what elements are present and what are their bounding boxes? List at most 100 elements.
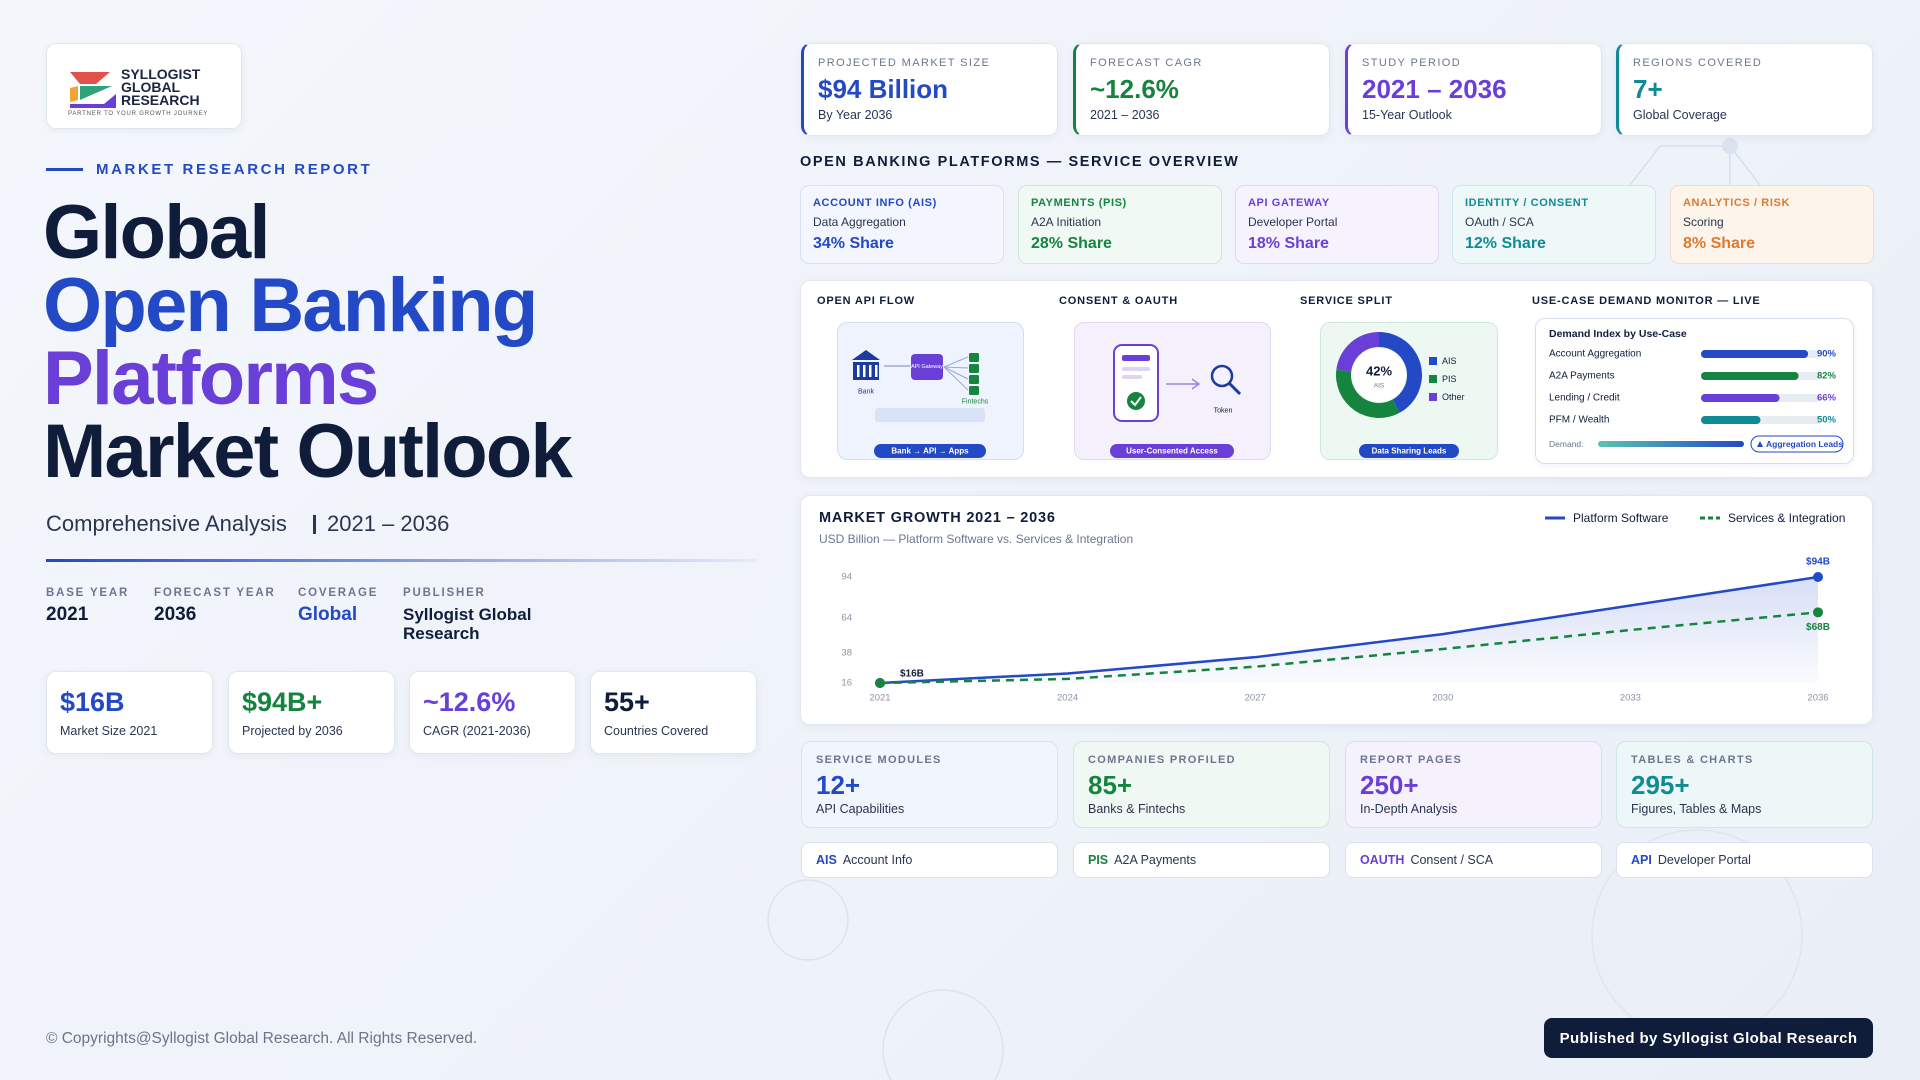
service-tag: IDENTITY / CONSENT [1465,197,1589,209]
module-label: TABLES & CHARTS [1631,754,1754,766]
module-value: 85+ [1088,770,1133,800]
module-value: 250+ [1360,770,1419,800]
module-note: Figures, Tables & Maps [1631,802,1762,816]
tag-text: Account Info [842,853,913,867]
module-card [801,741,1058,828]
title-line: Global [43,190,270,275]
service-share: 8% Share [1683,235,1756,252]
stat-card: $94B+ Projected by 2036 [228,671,395,754]
stat-label: Countries Covered [604,724,709,738]
service-tag: API GATEWAY [1248,197,1330,209]
meta-label: PUBLISHER [403,587,486,599]
tag: OAUTH Consent / SCA [1345,842,1602,878]
api-box [837,322,1024,460]
module-label: REPORT PAGES [1360,754,1463,766]
kpi-card: PROJECTED MARKET SIZE $94 Billion By Year … [801,43,1058,136]
module-label: SERVICE MODULES [816,754,942,766]
service-share: 18% Share [1248,235,1329,252]
publisher-button: Published by Syllogist Global Research [1544,1018,1873,1058]
stat-label: Market Size 2021 [60,724,158,738]
kpi-value: 7+ [1633,74,1663,104]
copyright: © Copyrights@Syllogist Global Research. … [46,1030,478,1047]
kpi-value: $94 Billion [818,74,949,104]
module-card [1345,741,1602,828]
kpi-card: FORECAST CAGR ~12.6% 2021 – 2036 [1073,43,1330,136]
period: 2021 – 2036 [327,511,450,536]
service-desc: Developer Portal [1248,215,1338,229]
kpi-value: ~12.6% [1090,74,1179,104]
kpi-note: 15-Year Outlook [1362,108,1452,122]
service-tag: PAYMENTS (PIS) [1031,197,1127,209]
service-share: 12% Share [1465,235,1546,252]
stat-value: $94B+ [242,687,323,717]
stat-label: CAGR (2021-2036) [423,724,531,738]
kpi-label: REGIONS COVERED [1633,57,1763,69]
service-card [1235,185,1439,264]
service-share: 34% Share [813,235,894,252]
growth-panel [800,495,1873,725]
stat-value: 55+ [604,687,650,717]
service-desc: Data Aggregation [813,215,906,229]
module-note: API Capabilities [816,802,905,816]
kpi-note: 2021 – 2036 [1090,108,1160,122]
service-card [1452,185,1656,264]
stat-value: $16B [60,687,125,717]
decor-circle [767,879,849,961]
kpi-note: Global Coverage [1633,108,1727,122]
meta-label: COVERAGE [298,587,379,599]
tag-code: API [1631,853,1652,867]
module-card [1073,741,1330,828]
service-card [1670,185,1874,264]
monitor-box [1535,318,1854,464]
meta-value: 2021 [46,604,89,625]
service-desc: A2A Initiation [1031,215,1102,229]
service-tag: ANALYTICS / RISK [1683,197,1790,209]
subtitle-separator [313,515,316,534]
service-share: 28% Share [1031,235,1112,252]
decor-node [1722,138,1738,154]
meta-value: Syllogist Global Research [403,605,532,643]
section-title: OPEN BANKING PLATFORMS — SERVICE OVERVIE… [800,154,1240,170]
kpi-card: STUDY PERIOD 2021 – 2036 15-Year Outlook [1345,43,1602,136]
divider [46,559,757,562]
stat-card: $16B Market Size 2021 [46,671,213,754]
eyebrow-line [46,168,83,171]
title-line: Open Banking [43,263,538,348]
tag: PIS A2A Payments [1073,842,1330,878]
tag-code: AIS [816,853,837,867]
tag: AIS Account Info [801,842,1058,878]
service-card [1018,185,1222,264]
panel-title: OPEN API FLOW [817,295,915,307]
split-box [1320,322,1498,460]
module-label: COMPANIES PROFILED [1088,754,1236,766]
subtitle: Comprehensive Analysis [46,511,287,536]
kpi-note: By Year 2036 [818,108,893,122]
kpi-value: 2021 – 2036 [1362,74,1507,104]
meta-value: Global [298,604,358,625]
tag: API Developer Portal [1616,842,1873,878]
service-tag: ACCOUNT INFO (AIS) [813,197,937,209]
stat-card: ~12.6% CAGR (2021-2036) [409,671,576,754]
tag-code: OAUTH [1360,853,1405,867]
kpi-label: PROJECTED MARKET SIZE [818,57,991,69]
meta-label: FORECAST YEAR [154,587,276,599]
service-desc: OAuth / SCA [1465,215,1534,229]
tag-code: PIS [1088,853,1109,867]
logo-card [46,43,242,129]
module-value: 12+ [816,770,861,800]
panel-title: SERVICE SPLIT [1300,295,1393,307]
tag-text: Consent / SCA [1410,853,1494,867]
title-line: Market Outlook [43,409,573,494]
module-note: In-Depth Analysis [1360,802,1458,816]
panel-title: USE-CASE DEMAND MONITOR — LIVE [1532,295,1761,307]
kpi-card: REGIONS COVERED 7+ Global Coverage [1616,43,1873,136]
service-card [800,185,1004,264]
tag-text: Developer Portal [1657,853,1751,867]
stat-value: ~12.6% [423,687,516,717]
kpi-label: STUDY PERIOD [1362,57,1462,69]
stat-label: Projected by 2036 [242,724,343,738]
module-note: Banks & Fintechs [1088,802,1186,816]
service-desc: Scoring [1683,215,1724,229]
tag-text: A2A Payments [1114,853,1197,867]
